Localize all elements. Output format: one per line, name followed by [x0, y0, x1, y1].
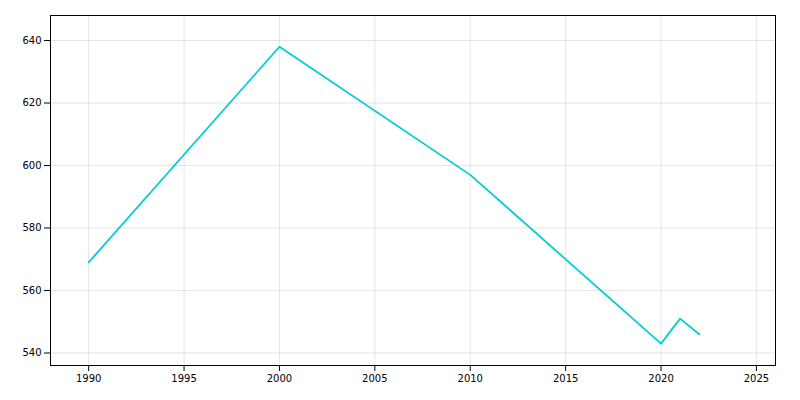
svg-text:620: 620 [22, 97, 41, 108]
svg-text:540: 540 [22, 347, 41, 358]
svg-text:1995: 1995 [171, 373, 196, 384]
svg-text:2015: 2015 [553, 373, 578, 384]
svg-text:560: 560 [22, 285, 41, 296]
svg-text:2005: 2005 [362, 373, 387, 384]
svg-text:2020: 2020 [648, 373, 673, 384]
svg-text:2025: 2025 [744, 373, 769, 384]
svg-text:2000: 2000 [267, 373, 292, 384]
svg-text:580: 580 [22, 222, 41, 233]
svg-text:2010: 2010 [458, 373, 483, 384]
svg-text:1990: 1990 [76, 373, 101, 384]
svg-text:600: 600 [22, 160, 41, 171]
svg-text:640: 640 [22, 35, 41, 46]
